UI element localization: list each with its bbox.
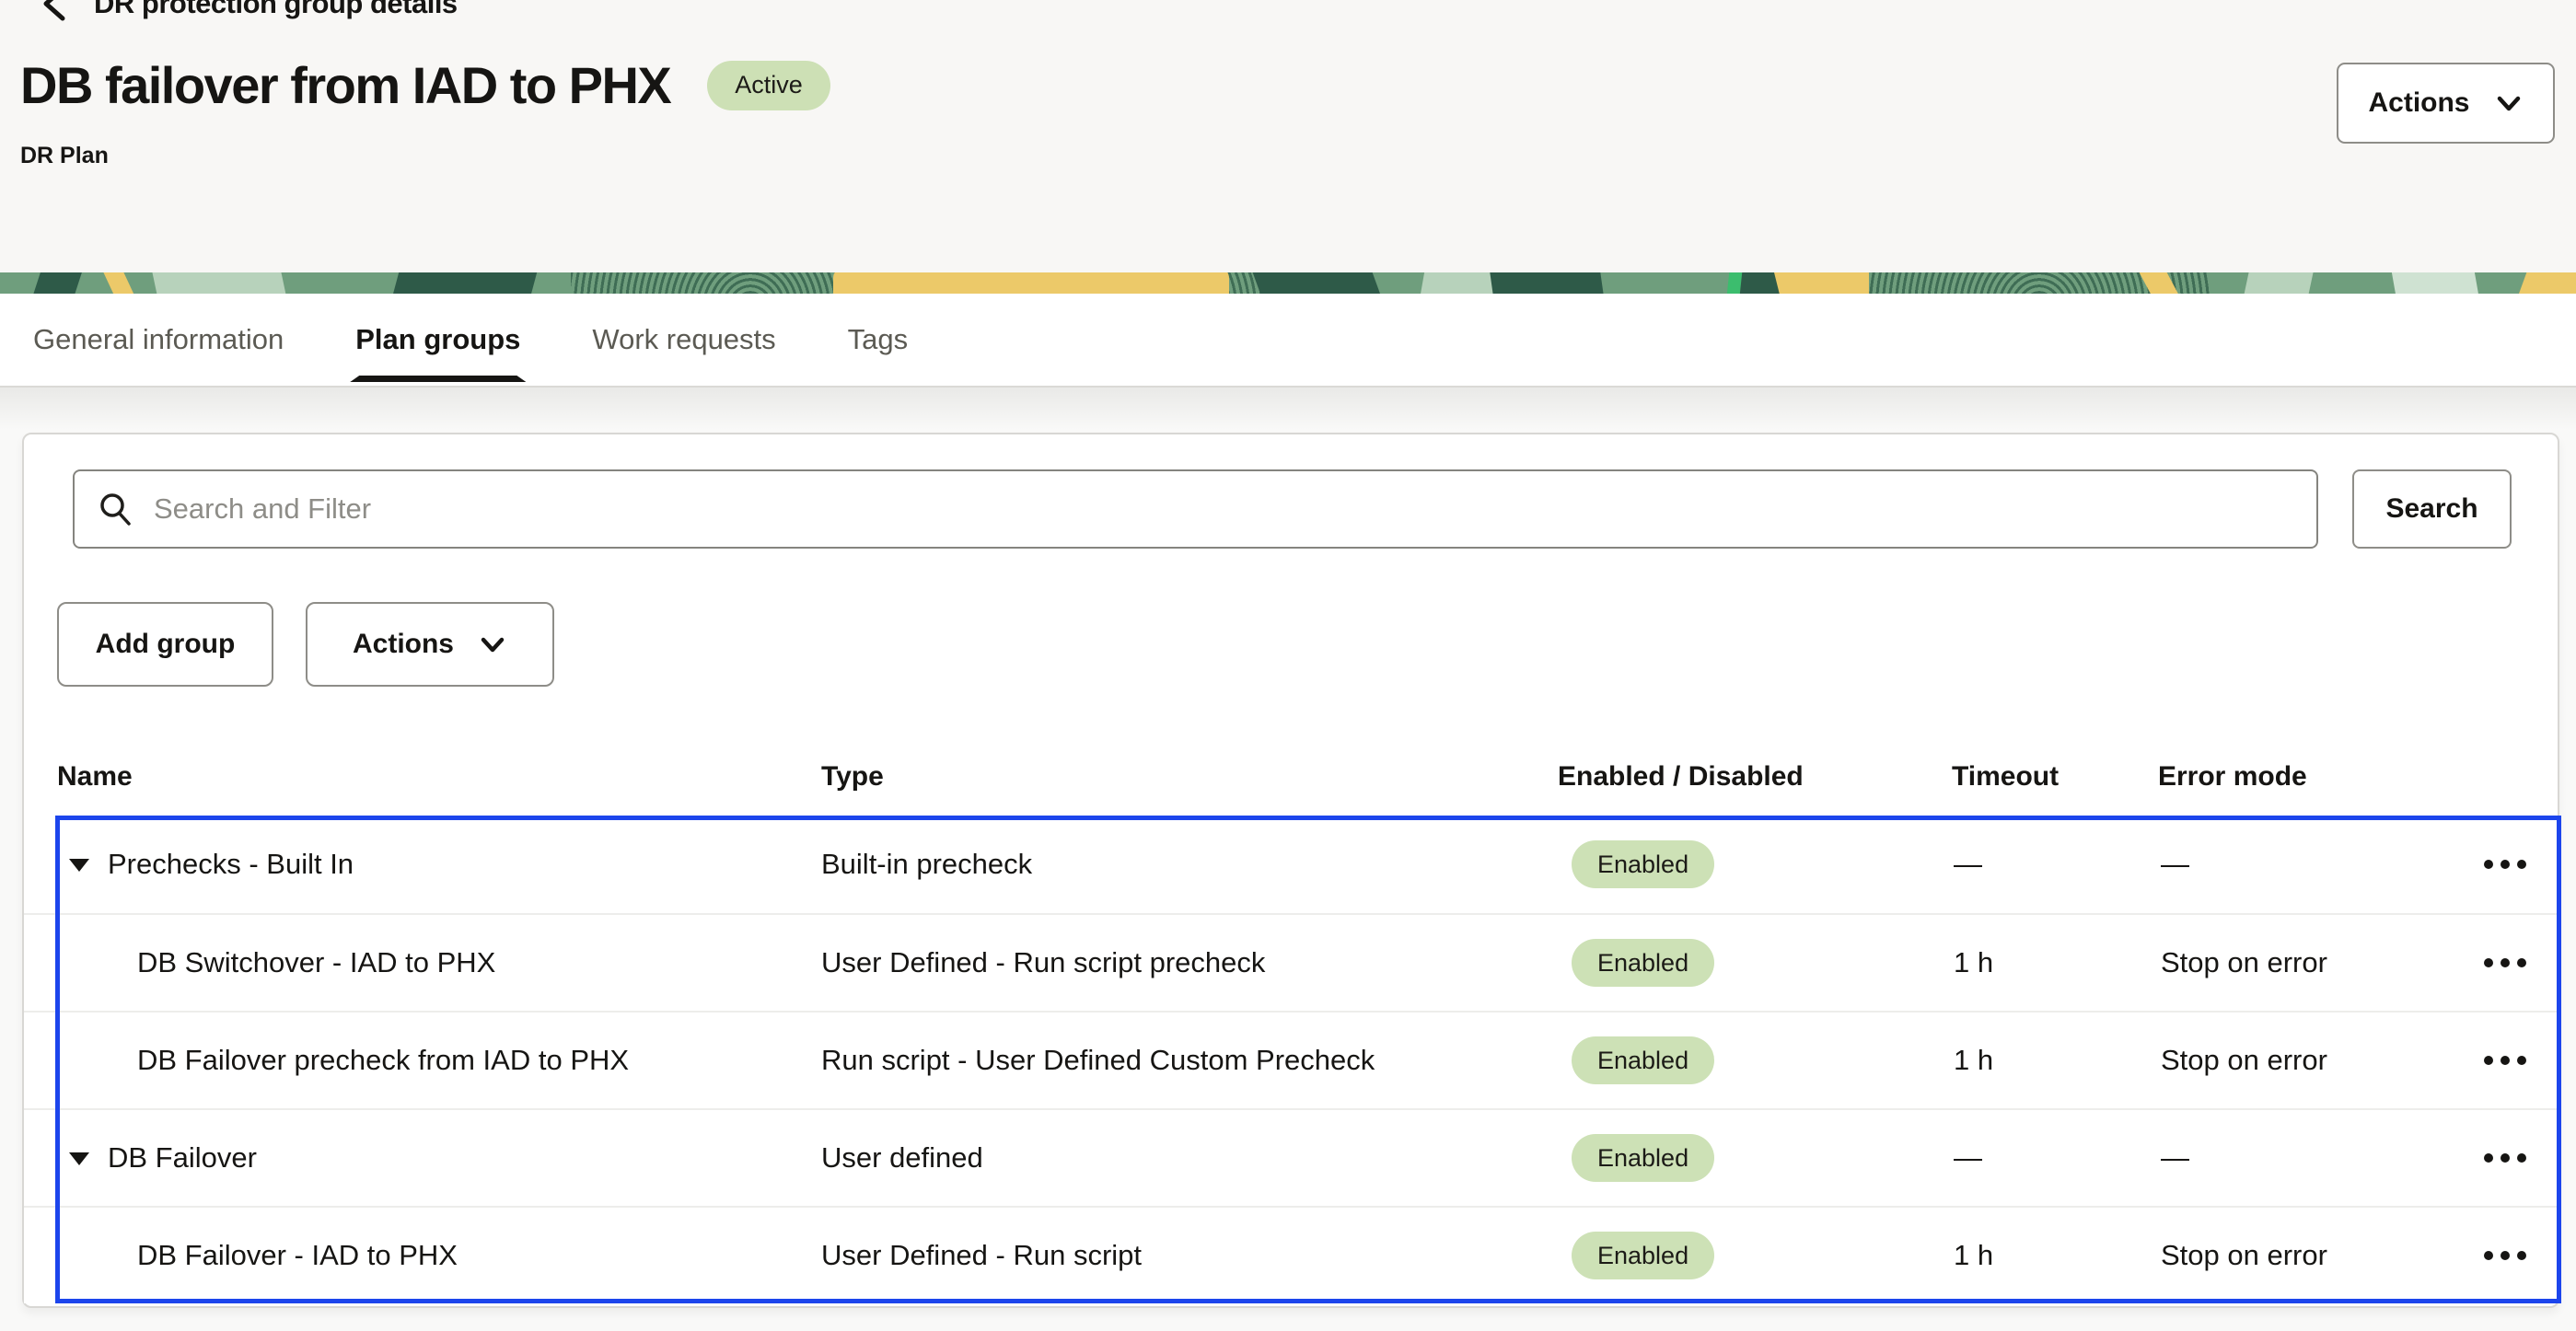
row-error-mode: Stop on error (2161, 1044, 2327, 1076)
chevron-down-icon (2497, 96, 2520, 111)
search-icon (100, 493, 131, 526)
tab-general-information[interactable]: General information (33, 294, 284, 386)
row-name: DB Failover precheck from IAD to PHX (137, 1044, 630, 1076)
tab-label: General information (33, 323, 284, 355)
row-type: User Defined - Run script precheck (821, 946, 1266, 978)
row-timeout: — (1954, 848, 1982, 880)
row-error-mode: Stop on error (2161, 1239, 2327, 1271)
page-title: DB failover from IAD to PHX (20, 56, 672, 114)
row-error-mode: Stop on error (2161, 946, 2327, 978)
back-chevron-icon (43, 0, 65, 21)
column-header-name: Name (57, 761, 133, 792)
expand-arrow-icon[interactable] (69, 859, 89, 872)
row-type: User defined (821, 1141, 983, 1174)
search-button[interactable]: Search (2352, 469, 2512, 549)
row-error-mode: — (2161, 1141, 2189, 1174)
row-actions-button[interactable] (2466, 935, 2545, 990)
content-area: Search Add group Actions Name Type Enabl… (0, 388, 2576, 1331)
row-actions-button[interactable] (2466, 837, 2545, 892)
row-type: User Defined - Run script (821, 1239, 1143, 1271)
column-header-enabled: Enabled / Disabled (1558, 761, 1804, 792)
enabled-badge: Enabled (1572, 1134, 1715, 1182)
tab-label: Plan groups (355, 323, 521, 355)
expand-arrow-icon[interactable] (69, 1152, 89, 1165)
table-row[interactable]: DB Failover precheck from IAD to PHX Run… (24, 1011, 2561, 1108)
row-name: DB Switchover - IAD to PHX (137, 946, 496, 978)
enabled-badge: Enabled (1572, 939, 1715, 987)
tab-label: Work requests (592, 323, 776, 355)
tab-label: Tags (847, 323, 909, 355)
chevron-down-icon (481, 637, 505, 653)
row-name: DB Failover (108, 1141, 257, 1174)
page-header: DR protection group details DB failover … (0, 0, 2576, 272)
row-timeout: 1 h (1954, 946, 1994, 978)
tab-tags[interactable]: Tags (848, 294, 908, 386)
row-timeout: 1 h (1954, 1239, 1994, 1271)
enabled-badge: Enabled (1572, 840, 1715, 888)
tab-work-requests[interactable]: Work requests (592, 294, 775, 386)
row-enabled-cell: Enabled (1572, 840, 1715, 888)
table-row[interactable]: DB Failover - IAD to PHX User Defined - … (24, 1206, 2561, 1303)
row-enabled-cell: Enabled (1572, 939, 1715, 987)
header-actions-button[interactable]: Actions (2337, 63, 2555, 144)
row-name: Prechecks - Built In (108, 848, 354, 880)
row-enabled-cell: Enabled (1572, 1232, 1715, 1279)
column-header-timeout: Timeout (1952, 761, 2060, 792)
column-header-type: Type (821, 761, 884, 792)
row-enabled-cell: Enabled (1572, 1036, 1715, 1084)
row-timeout: 1 h (1954, 1044, 1994, 1076)
table-actions-label: Actions (352, 629, 454, 659)
tab-bar: General information Plan groups Work req… (0, 294, 2576, 388)
row-actions-button[interactable] (2466, 1033, 2545, 1088)
back-button[interactable]: DR protection group details (39, 0, 458, 22)
table-row[interactable]: DB Failover User defined Enabled — — (24, 1108, 2561, 1206)
page-subtitle: DR Plan (20, 143, 109, 168)
status-badge: Active (707, 60, 830, 110)
tab-plan-groups[interactable]: Plan groups (355, 294, 520, 386)
row-timeout: — (1954, 1141, 1982, 1174)
row-actions-button[interactable] (2466, 1130, 2545, 1186)
add-group-button[interactable]: Add group (57, 602, 273, 687)
table-row[interactable]: DB Switchover - IAD to PHX User Defined … (24, 913, 2561, 1011)
back-link-label: DR protection group details (94, 0, 458, 19)
row-type: Run script - User Defined Custom Prechec… (821, 1044, 1375, 1076)
enabled-badge: Enabled (1572, 1036, 1715, 1084)
table-actions-button[interactable]: Actions (306, 602, 554, 687)
column-header-error-mode: Error mode (2158, 761, 2307, 792)
search-input-wrapper (73, 469, 2318, 549)
row-error-mode: — (2161, 848, 2189, 880)
enabled-badge: Enabled (1572, 1232, 1715, 1279)
banner-art (0, 272, 2576, 294)
title-row: DB failover from IAD to PHX Active (20, 55, 830, 115)
active-tab-underline (350, 376, 526, 382)
table-row[interactable]: Prechecks - Built In Built-in precheck E… (24, 816, 2561, 913)
plan-groups-panel: Search Add group Actions Name Type Enabl… (22, 433, 2561, 1308)
search-input[interactable] (154, 492, 2294, 526)
row-actions-button[interactable] (2466, 1228, 2545, 1283)
row-name: DB Failover - IAD to PHX (137, 1239, 458, 1271)
table-header: Name Type Enabled / Disabled Timeout Err… (24, 738, 2561, 816)
table-body: Prechecks - Built In Built-in precheck E… (24, 816, 2561, 1303)
row-type: Built-in precheck (821, 848, 1033, 880)
row-enabled-cell: Enabled (1572, 1134, 1715, 1182)
header-actions-label: Actions (2368, 87, 2470, 118)
